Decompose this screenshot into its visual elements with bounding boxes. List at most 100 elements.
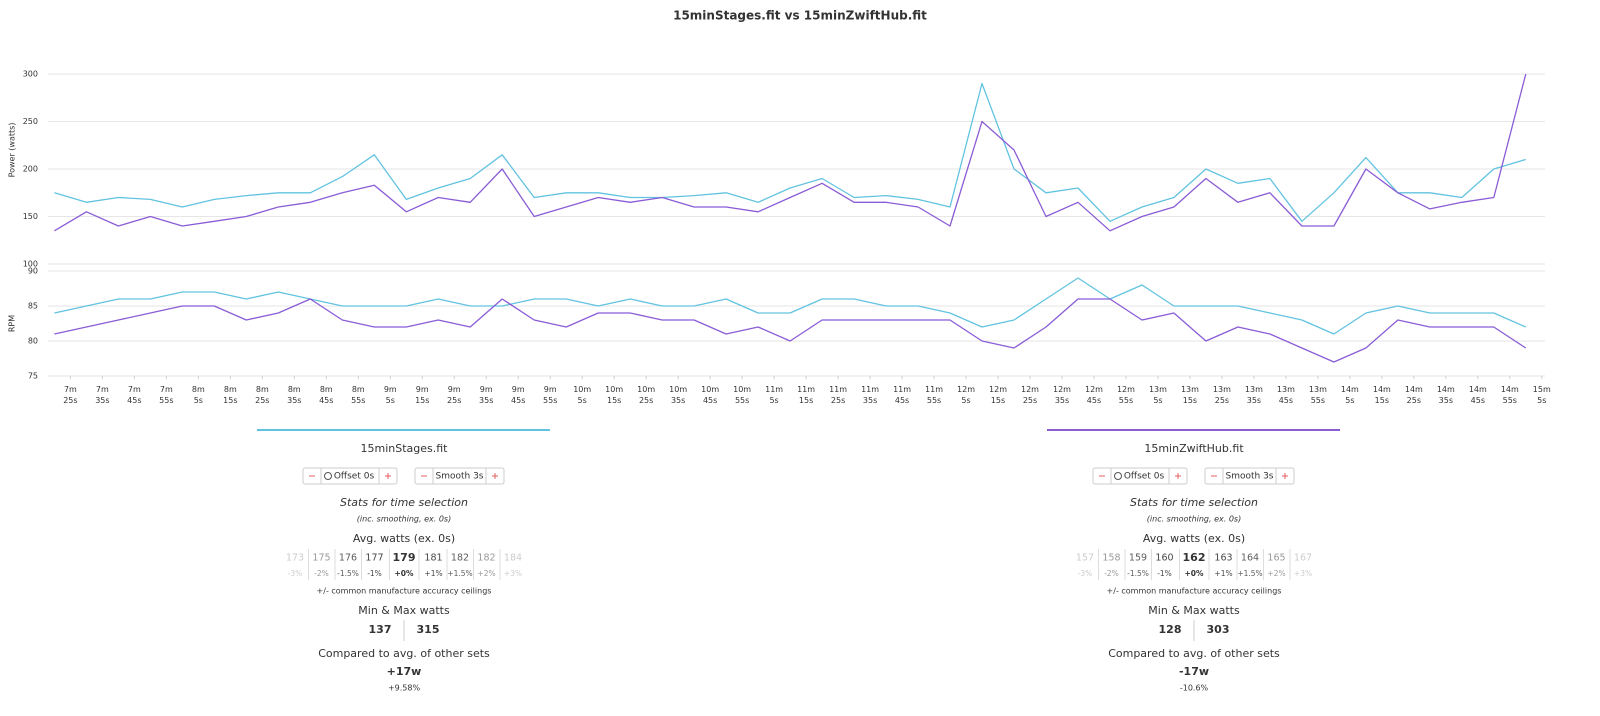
y-tick-label: 250 <box>23 117 38 126</box>
x-tick-label: 8m 15s <box>223 385 237 405</box>
avg-pct: +2% <box>477 569 495 578</box>
x-tick-label: 9m 45s <box>511 385 525 405</box>
avg-pct: -3% <box>288 569 303 578</box>
x-tick-label: 11m 15s <box>797 385 815 405</box>
panel-text: +17w <box>387 665 422 678</box>
x-tick-label: 9m 15s <box>415 385 429 405</box>
x-tick-label: 9m 55s <box>543 385 557 405</box>
x-tick-label: 10m 55s <box>733 385 751 405</box>
y-axis-label: Power (watts) <box>8 123 17 178</box>
button-group <box>414 467 505 485</box>
x-tick-label: 12m 35s <box>1053 385 1071 405</box>
panel-text: Min & Max watts <box>358 604 450 617</box>
button-label: Offset 0s <box>1124 472 1165 482</box>
plus-button[interactable] <box>385 473 391 479</box>
series-line <box>54 298 1527 363</box>
avg-value: 163 <box>1214 553 1232 564</box>
avg-value: 177 <box>365 553 383 564</box>
x-tick-label: 14m 35s <box>1437 385 1455 405</box>
panel-color-bar <box>257 429 550 431</box>
x-tick-label: 8m 55s <box>351 385 365 405</box>
avg-pct: -1% <box>367 569 382 578</box>
x-tick-label: 14m 5s <box>1341 385 1359 405</box>
avg-pct: -1.5% <box>1127 569 1149 578</box>
avg-value: 176 <box>339 553 357 564</box>
x-tick-label: 8m 35s <box>287 385 301 405</box>
x-tick-label: 14m 45s <box>1469 385 1487 405</box>
avg-value: 162 <box>1183 551 1206 564</box>
x-tick-label: 10m 5s <box>573 385 591 405</box>
x-tick-label: 9m 5s <box>384 385 397 405</box>
button-label: Smooth 3s <box>1225 472 1273 482</box>
panel-text: +9.58% <box>388 684 421 693</box>
x-tick-label: 12m 25s <box>1021 385 1039 405</box>
panel-text: Stats for time selection <box>340 496 468 509</box>
y-tick-label: 100 <box>23 260 38 269</box>
x-tick-label: 10m 35s <box>669 385 687 405</box>
panel-text: -10.6% <box>1180 684 1209 693</box>
x-tick-label: 15m 5s <box>1533 385 1551 405</box>
avg-pct: -1.5% <box>337 569 359 578</box>
x-tick-label: 11m 35s <box>861 385 879 405</box>
x-tick-label: 13m 5s <box>1149 385 1167 405</box>
panel-text: (inc. smoothing, ex. 0s) <box>357 515 451 524</box>
panel-name: 15minStages.fit <box>361 442 449 455</box>
panel-name: 15minZwiftHub.fit <box>1144 442 1244 455</box>
y-axis-label: RPM <box>8 315 17 332</box>
avg-value: 179 <box>393 551 416 564</box>
y-tick-label: 80 <box>28 337 38 346</box>
panel-text: +/- common manufacture accuracy ceilings <box>317 587 492 596</box>
series-line <box>54 82 1526 222</box>
panel-text: 315 <box>417 623 440 636</box>
panel-text: Stats for time selection <box>1130 496 1258 509</box>
x-tick-label: 8m 25s <box>255 385 269 405</box>
y-tick-label: 85 <box>28 302 38 311</box>
button-group <box>1092 467 1188 485</box>
avg-pct: +0% <box>1184 569 1204 578</box>
panel-text: (inc. smoothing, ex. 0s) <box>1147 515 1241 524</box>
panel-text: Avg. watts (ex. 0s) <box>353 532 455 545</box>
button-label: Smooth 3s <box>435 472 483 482</box>
x-tick-label: 11m 5s <box>765 385 783 405</box>
x-tick-label: 10m 45s <box>701 385 719 405</box>
panel-text: Compared to avg. of other sets <box>1108 647 1280 660</box>
series-line <box>54 277 1527 335</box>
avg-pct: -1% <box>1157 569 1172 578</box>
y-tick-label: 150 <box>23 212 38 221</box>
y-tick-label: 75 <box>28 372 38 381</box>
x-tick-label: 13m 55s <box>1309 385 1327 405</box>
avg-pct: +0% <box>394 569 414 578</box>
avg-pct: +1% <box>1214 569 1232 578</box>
plus-button[interactable] <box>1282 473 1288 479</box>
avg-pct: +1.5% <box>1237 569 1262 578</box>
avg-pct: +1% <box>424 569 442 578</box>
x-tick-label: 10m 15s <box>605 385 623 405</box>
avg-pct: -2% <box>314 569 329 578</box>
avg-pct: +3% <box>504 569 522 578</box>
x-tick-label: 13m 15s <box>1181 385 1199 405</box>
x-tick-label: 7m 25s <box>63 385 77 405</box>
panel-text: 303 <box>1207 623 1230 636</box>
avg-value: 181 <box>424 553 442 564</box>
x-tick-label: 13m 45s <box>1277 385 1295 405</box>
panel-text: +/- common manufacture accuracy ceilings <box>1107 587 1282 596</box>
y-tick-label: 200 <box>23 165 38 174</box>
y-tick-label: 90 <box>28 267 38 276</box>
avg-pct: +2% <box>1267 569 1285 578</box>
avg-pct: -2% <box>1104 569 1119 578</box>
panel-text: Compared to avg. of other sets <box>318 647 490 660</box>
x-tick-label: 8m 5s <box>192 385 205 405</box>
button-group <box>302 467 398 485</box>
plus-button[interactable] <box>1175 473 1181 479</box>
avg-value: 157 <box>1076 553 1094 564</box>
x-tick-label: 8m 45s <box>319 385 333 405</box>
avg-value: 160 <box>1155 553 1173 564</box>
plus-button[interactable] <box>492 473 498 479</box>
panel-text: Avg. watts (ex. 0s) <box>1143 532 1245 545</box>
x-tick-label: 14m 25s <box>1405 385 1423 405</box>
button-label: Offset 0s <box>334 472 375 482</box>
x-tick-label: 12m 5s <box>957 385 975 405</box>
panel-text: 137 <box>369 623 392 636</box>
series-line <box>54 73 1527 232</box>
